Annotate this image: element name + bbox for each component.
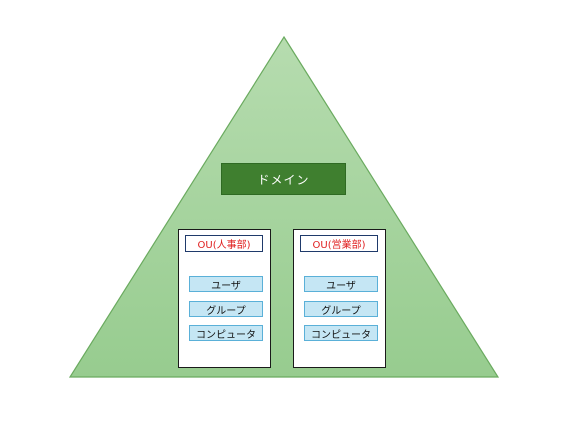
ou-item-label: コンピュータ	[311, 329, 371, 341]
ou-item-label: ユーザ	[326, 280, 356, 292]
ou-item-label: グループ	[206, 305, 246, 317]
ou-item-group: グループ	[189, 301, 263, 317]
ou-item-user: ユーザ	[304, 276, 378, 292]
ou-item-group: グループ	[304, 301, 378, 317]
domain-label-box: ドメイン	[221, 163, 346, 195]
ou-card-sales: OU(営業部) ユーザ グループ コンピュータ	[293, 229, 386, 368]
ou-card-hr: OU(人事部) ユーザ グループ コンピュータ	[178, 229, 271, 368]
ou-title-text: OU(営業部)	[312, 240, 366, 251]
ou-title-hr: OU(人事部)	[185, 235, 263, 252]
triangle-shape	[68, 35, 500, 378]
domain-label: ドメイン	[257, 172, 310, 187]
ou-item-label: コンピュータ	[196, 329, 256, 341]
ou-item-label: ユーザ	[211, 280, 241, 292]
ou-title-text: OU(人事部)	[197, 240, 251, 251]
ou-item-computer: コンピュータ	[304, 325, 378, 341]
ou-item-label: グループ	[321, 305, 361, 317]
ou-item-user: ユーザ	[189, 276, 263, 292]
ou-title-sales: OU(営業部)	[300, 235, 378, 252]
ou-item-computer: コンピュータ	[189, 325, 263, 341]
